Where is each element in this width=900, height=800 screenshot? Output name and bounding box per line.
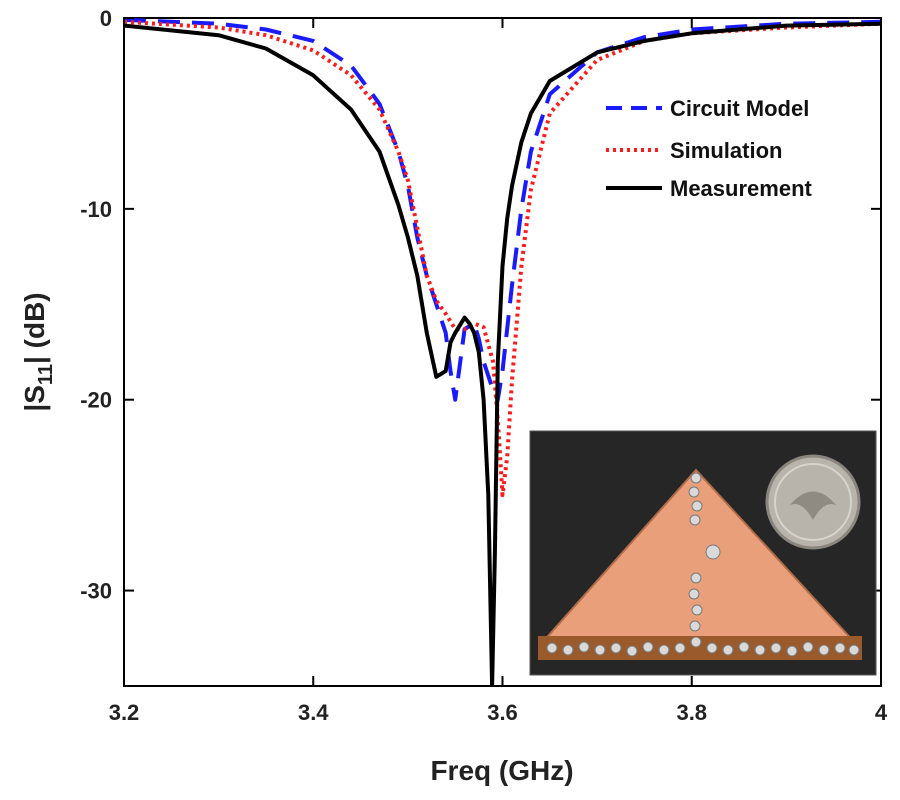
y-axis-title-tail: | (dB) — [19, 292, 50, 364]
y-axis-title: |S11| (dB) — [19, 292, 57, 411]
x-tick-label: 4 — [875, 700, 888, 725]
tick-layer: 3.2 3.4 3.6 3.8 4 0 -10 -20 -30 — [80, 6, 888, 725]
y-tick-label: -10 — [80, 197, 112, 222]
solder-beads — [546, 472, 860, 657]
legend-label-simulation: Simulation — [670, 138, 782, 163]
legend-label-circuit-model: Circuit Model — [670, 96, 809, 121]
y-axis-title-main: |S — [19, 385, 50, 412]
x-tick-label: 3.2 — [109, 700, 140, 725]
legend: Circuit Model Simulation Measurement — [606, 96, 813, 201]
coin-rim — [774, 463, 852, 541]
x-tick-label: 3.6 — [487, 700, 518, 725]
x-tick-label: 3.4 — [298, 700, 329, 725]
y-tick-label: -30 — [80, 579, 112, 604]
x-tick-label: 3.8 — [676, 700, 707, 725]
series-line-measurement — [124, 21, 881, 686]
antenna-photo-icon — [529, 430, 877, 676]
x-axis-title: Freq (GHz) — [430, 755, 573, 786]
y-tick-label: -20 — [80, 388, 112, 413]
y-tick-label: 0 — [100, 6, 112, 31]
coin-eagle — [790, 491, 836, 520]
series-layer — [124, 18, 881, 686]
y-axis-title-sub: 11 — [35, 364, 57, 385]
legend-label-measurement: Measurement — [670, 176, 813, 201]
series-line-simulation — [124, 19, 881, 498]
